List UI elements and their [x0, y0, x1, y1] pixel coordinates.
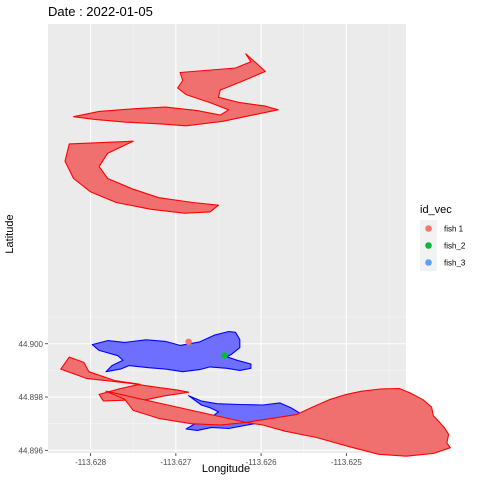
chart-title: Date : 2022-01-05	[48, 4, 153, 19]
legend-key-fish-1	[425, 225, 432, 232]
y-axis-title: Latitude	[4, 214, 16, 253]
polygon-fish-3-0	[91, 330, 252, 373]
polygon-fish-1-2	[73, 53, 279, 127]
points-layer	[185, 338, 228, 359]
axes: -113.628 -113.627 -113.626 -113.625 44.896 44…	[19, 340, 363, 467]
legend-label: fish_2	[444, 242, 466, 251]
y-tick-label: 44.898	[19, 393, 44, 402]
legend-label: fish 1	[444, 225, 464, 234]
panel-background	[48, 24, 406, 453]
x-tick-label: -113.626	[246, 458, 278, 467]
x-tick-label: -113.628	[75, 458, 107, 467]
polygon-fish-1-3	[64, 140, 220, 214]
y-tick-label: 44.896	[19, 446, 44, 455]
plot-panel	[48, 24, 451, 457]
legend: id_vec fish 1 fish_2 fish_3	[420, 204, 466, 271]
y-tick-label: 44.900	[19, 340, 44, 349]
x-tick-label: -113.627	[160, 458, 192, 467]
legend-label: fish_3	[444, 259, 466, 268]
polygon-fish-1-5	[105, 387, 451, 457]
x-tick-label: -113.625	[331, 458, 363, 467]
data-point-fish-2	[221, 352, 228, 359]
legend-key-fish-3	[425, 259, 432, 266]
legend-key-fish-2	[425, 242, 432, 249]
legend-title: id_vec	[420, 204, 452, 216]
data-point-fish-1	[185, 338, 192, 346]
x-axis-title: Longitude	[202, 463, 250, 475]
